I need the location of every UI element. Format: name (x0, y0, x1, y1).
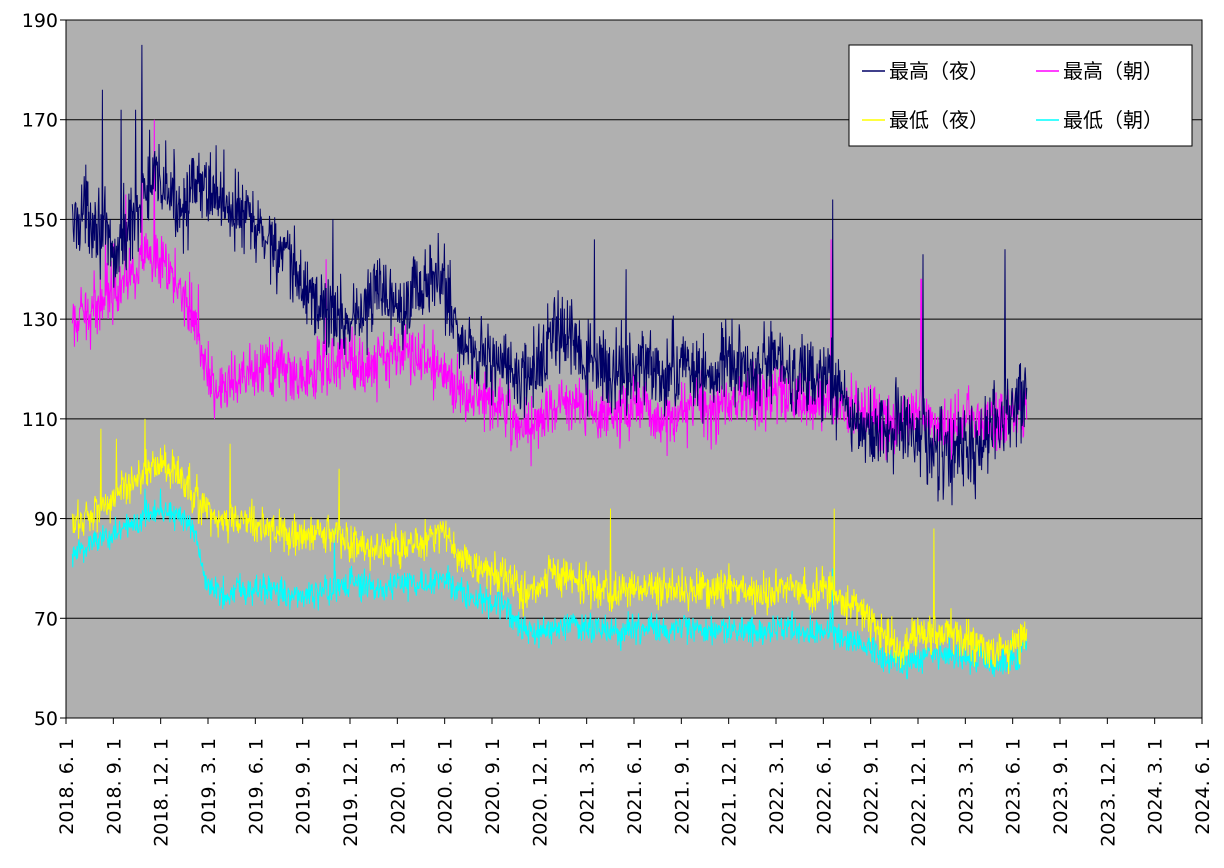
y-tick-label: 110 (22, 409, 58, 431)
x-tick-label: 2021. 12. 1 (719, 738, 741, 847)
x-tick-label: 2020. 9. 1 (482, 738, 504, 835)
x-tick-label: 2022. 9. 1 (861, 738, 883, 835)
x-tick-label: 2023. 6. 1 (1003, 738, 1025, 835)
legend-box (848, 44, 1193, 147)
gridlines (66, 119, 1202, 619)
x-tick-label: 2021. 3. 1 (577, 738, 599, 835)
legend-label-2: 最低（夜） (889, 108, 989, 132)
y-tick-label: 190 (22, 10, 58, 32)
legend-label-3: 最低（朝） (1063, 108, 1163, 132)
series-line-3 (71, 488, 1028, 680)
x-tick-label: 2022. 6. 1 (813, 738, 835, 835)
x-tick-label: 2018. 6. 1 (56, 738, 78, 835)
x-tick-label: 2019. 12. 1 (340, 738, 362, 847)
x-tick-label: 2018. 9. 1 (103, 738, 125, 835)
x-tick-label: 2019. 9. 1 (293, 738, 315, 835)
x-tick-label: 2023. 9. 1 (1050, 738, 1072, 835)
x-tick-label: 2019. 6. 1 (245, 738, 267, 835)
legend-label-0: 最高（夜） (889, 59, 989, 83)
y-axis: 190 170 150 130 110 90 70 50 (22, 10, 66, 730)
x-tick-label: 2020. 12. 1 (529, 738, 551, 847)
x-tick-label: 2020. 6. 1 (435, 738, 457, 835)
x-tick-label: 2020. 3. 1 (387, 738, 409, 835)
legend-label-1: 最高（朝） (1063, 59, 1163, 83)
x-tick-label: 2021. 6. 1 (624, 738, 646, 835)
x-tick-label: 2022. 12. 1 (908, 738, 930, 847)
x-axis: 2018. 6. 1 2018. 9. 1 2018. 12. 1 2019. 3. … (56, 718, 1214, 847)
y-tick-label: 90 (34, 509, 58, 531)
x-tick-label: 2021. 9. 1 (671, 738, 693, 835)
legend: 最高（夜） 最高（朝） 最低（夜） 最低（朝） (848, 44, 1193, 147)
y-tick-label: 130 (22, 309, 58, 331)
y-tick-label: 50 (34, 708, 58, 730)
y-tick-label: 70 (34, 608, 58, 630)
x-tick-label: 2023. 3. 1 (955, 738, 977, 835)
series-line-2 (71, 418, 1028, 675)
x-tick-label: 2024. 6. 1 (1192, 738, 1214, 835)
y-tick-label: 170 (22, 110, 58, 132)
x-tick-label: 2023. 12. 1 (1097, 738, 1119, 847)
x-tick-label: 2024. 3. 1 (1145, 738, 1167, 835)
series-line-0 (71, 44, 1028, 506)
y-tick-label: 150 (22, 209, 58, 231)
x-tick-label: 2022. 3. 1 (766, 738, 788, 835)
x-tick-label: 2019. 3. 1 (198, 738, 220, 835)
x-tick-label: 2018. 12. 1 (151, 738, 173, 847)
series-group (71, 44, 1028, 680)
